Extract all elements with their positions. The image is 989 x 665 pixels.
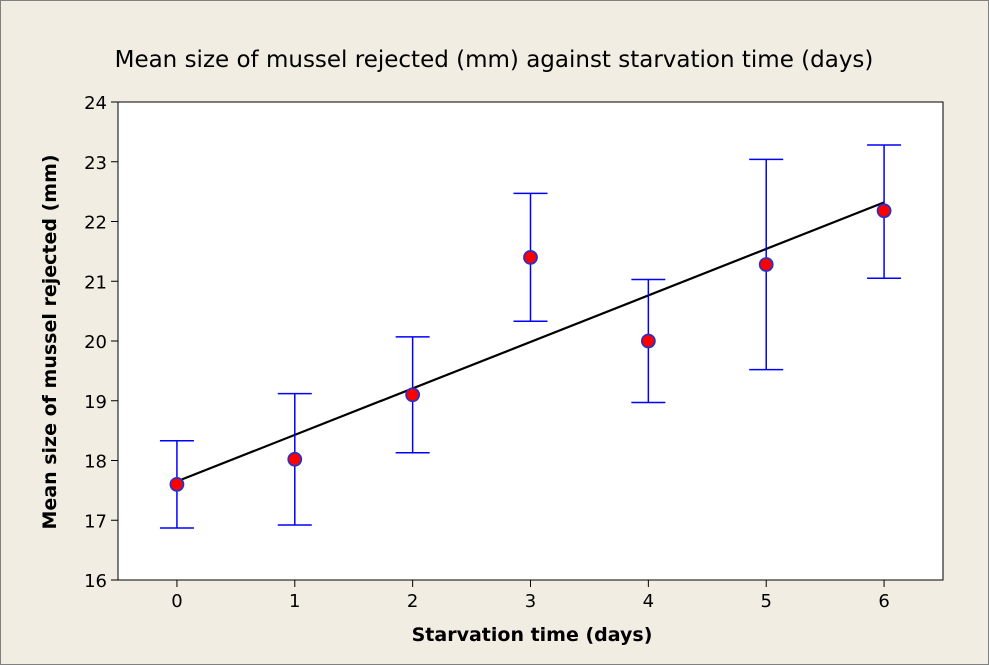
x-axis-label: Starvation time (days) — [412, 624, 653, 646]
data-point — [876, 203, 892, 219]
data-point — [287, 451, 303, 467]
x-axis-ticks: 0 1 2 3 4 5 6 — [171, 580, 890, 612]
y-tick-label: 20 — [84, 332, 107, 353]
y-axis-label: Mean size of mussel rejected (mm) — [39, 154, 61, 529]
x-tick-label: 3 — [525, 591, 536, 612]
data-point — [758, 257, 774, 272]
y-tick-label: 23 — [84, 153, 107, 174]
y-tick-label: 24 — [84, 93, 107, 114]
x-tick-label: 6 — [878, 591, 889, 612]
y-axis-ticks: 16 17 18 19 20 21 22 23 24 — [84, 93, 118, 592]
y-tick-label: 17 — [84, 511, 107, 532]
y-tick-label: 19 — [84, 392, 107, 413]
x-tick-label: 4 — [643, 591, 654, 612]
data-point — [405, 387, 421, 403]
data-point — [640, 333, 656, 349]
y-tick-label: 18 — [84, 452, 107, 473]
y-tick-label: 22 — [84, 213, 107, 234]
data-point — [169, 476, 185, 492]
data-point — [523, 249, 538, 265]
data-points — [169, 203, 892, 492]
y-tick-label: 16 — [84, 571, 107, 592]
x-tick-label: 1 — [289, 591, 300, 612]
chart-title: Mean size of mussel rejected (mm) agains… — [115, 47, 874, 73]
x-tick-label: 5 — [760, 591, 771, 612]
y-tick-label: 21 — [84, 272, 107, 293]
x-tick-label: 0 — [171, 591, 182, 612]
x-tick-label: 2 — [407, 591, 418, 612]
